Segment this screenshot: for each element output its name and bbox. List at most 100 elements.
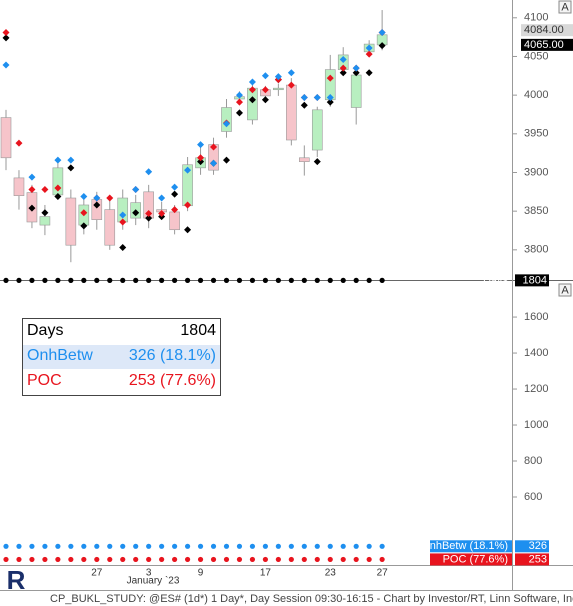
point xyxy=(210,543,217,549)
button[interactable] xyxy=(558,0,572,14)
point xyxy=(262,543,268,549)
y-tick-label: 3900 xyxy=(524,166,548,178)
axis-tag: OnhBetw (18.1%) xyxy=(421,540,508,552)
marker xyxy=(171,183,179,191)
x-tick-label: 27 xyxy=(377,568,389,579)
point xyxy=(133,556,139,563)
button[interactable] xyxy=(558,283,572,297)
point xyxy=(42,556,48,563)
candle-body xyxy=(13,177,25,196)
point xyxy=(301,556,307,563)
point xyxy=(327,277,333,283)
marker xyxy=(300,101,308,109)
axis-tag-value-bg xyxy=(515,274,549,287)
marker xyxy=(300,93,308,101)
marker xyxy=(339,56,347,64)
candle-body xyxy=(286,84,297,141)
point xyxy=(288,277,294,283)
marker xyxy=(326,74,334,82)
marker xyxy=(80,209,88,217)
marker xyxy=(184,201,192,209)
point xyxy=(379,543,385,549)
marker xyxy=(197,141,205,149)
point xyxy=(68,556,74,563)
marker xyxy=(67,164,75,172)
marker xyxy=(145,168,153,176)
marker xyxy=(28,173,36,181)
marker xyxy=(158,194,166,202)
x-tick-label: 9 xyxy=(198,568,204,579)
legend-name: POC xyxy=(27,372,62,389)
point xyxy=(172,277,178,283)
marker xyxy=(41,209,49,217)
point xyxy=(146,556,152,563)
point xyxy=(275,556,281,563)
point xyxy=(236,277,243,283)
y-tick-label: 3950 xyxy=(524,128,548,140)
point xyxy=(379,556,385,563)
point xyxy=(223,556,230,563)
marker xyxy=(326,93,334,101)
axis-tag-value: 326 xyxy=(529,540,547,552)
point xyxy=(120,277,126,283)
point xyxy=(301,277,307,283)
y-tick-label: 4000 xyxy=(524,89,548,101)
point xyxy=(94,556,100,563)
marker xyxy=(2,34,10,42)
price-label: 4065.00 xyxy=(524,39,564,51)
button-label[interactable]: A xyxy=(561,284,569,296)
point xyxy=(3,543,9,549)
legend-value: 326 (18.1%) xyxy=(129,347,216,364)
x-tick-label: 17 xyxy=(260,568,272,579)
candle-body xyxy=(311,109,323,151)
point xyxy=(353,556,359,563)
point xyxy=(159,277,165,283)
point xyxy=(29,277,35,283)
y-tick-label: 1000 xyxy=(524,419,548,431)
point xyxy=(249,556,256,563)
point xyxy=(42,543,48,549)
point xyxy=(223,543,230,549)
point xyxy=(184,543,191,549)
point xyxy=(275,543,281,549)
candle-body xyxy=(299,157,310,162)
point xyxy=(301,543,307,549)
marker xyxy=(261,72,269,80)
marker xyxy=(119,244,127,252)
marker xyxy=(326,98,334,106)
point xyxy=(236,556,243,563)
marker xyxy=(106,194,114,202)
axis-tag: POC (77.6%) xyxy=(443,553,508,565)
button-label[interactable]: A xyxy=(561,1,569,13)
candle-body xyxy=(104,209,116,246)
point xyxy=(340,543,346,549)
point xyxy=(197,543,204,549)
marker xyxy=(365,50,373,58)
point xyxy=(288,556,294,563)
marker xyxy=(378,42,386,50)
point xyxy=(81,556,87,563)
marker xyxy=(119,218,127,226)
point xyxy=(172,543,178,549)
point xyxy=(81,277,87,283)
x-tick-label: 3 xyxy=(146,568,152,579)
point xyxy=(55,277,61,283)
point xyxy=(133,543,139,549)
point xyxy=(314,277,320,283)
marker xyxy=(378,28,386,36)
marker xyxy=(184,226,192,234)
point xyxy=(94,277,100,283)
legend-highlight xyxy=(23,345,220,369)
marker xyxy=(261,96,269,104)
marker xyxy=(339,69,347,77)
marker xyxy=(80,192,88,200)
marker xyxy=(171,206,179,214)
point xyxy=(197,556,204,563)
y-tick-label: 1200 xyxy=(524,383,548,395)
logo: R xyxy=(7,565,26,595)
marker xyxy=(119,211,127,219)
point xyxy=(314,543,320,549)
point xyxy=(172,556,178,563)
marker xyxy=(54,184,62,192)
